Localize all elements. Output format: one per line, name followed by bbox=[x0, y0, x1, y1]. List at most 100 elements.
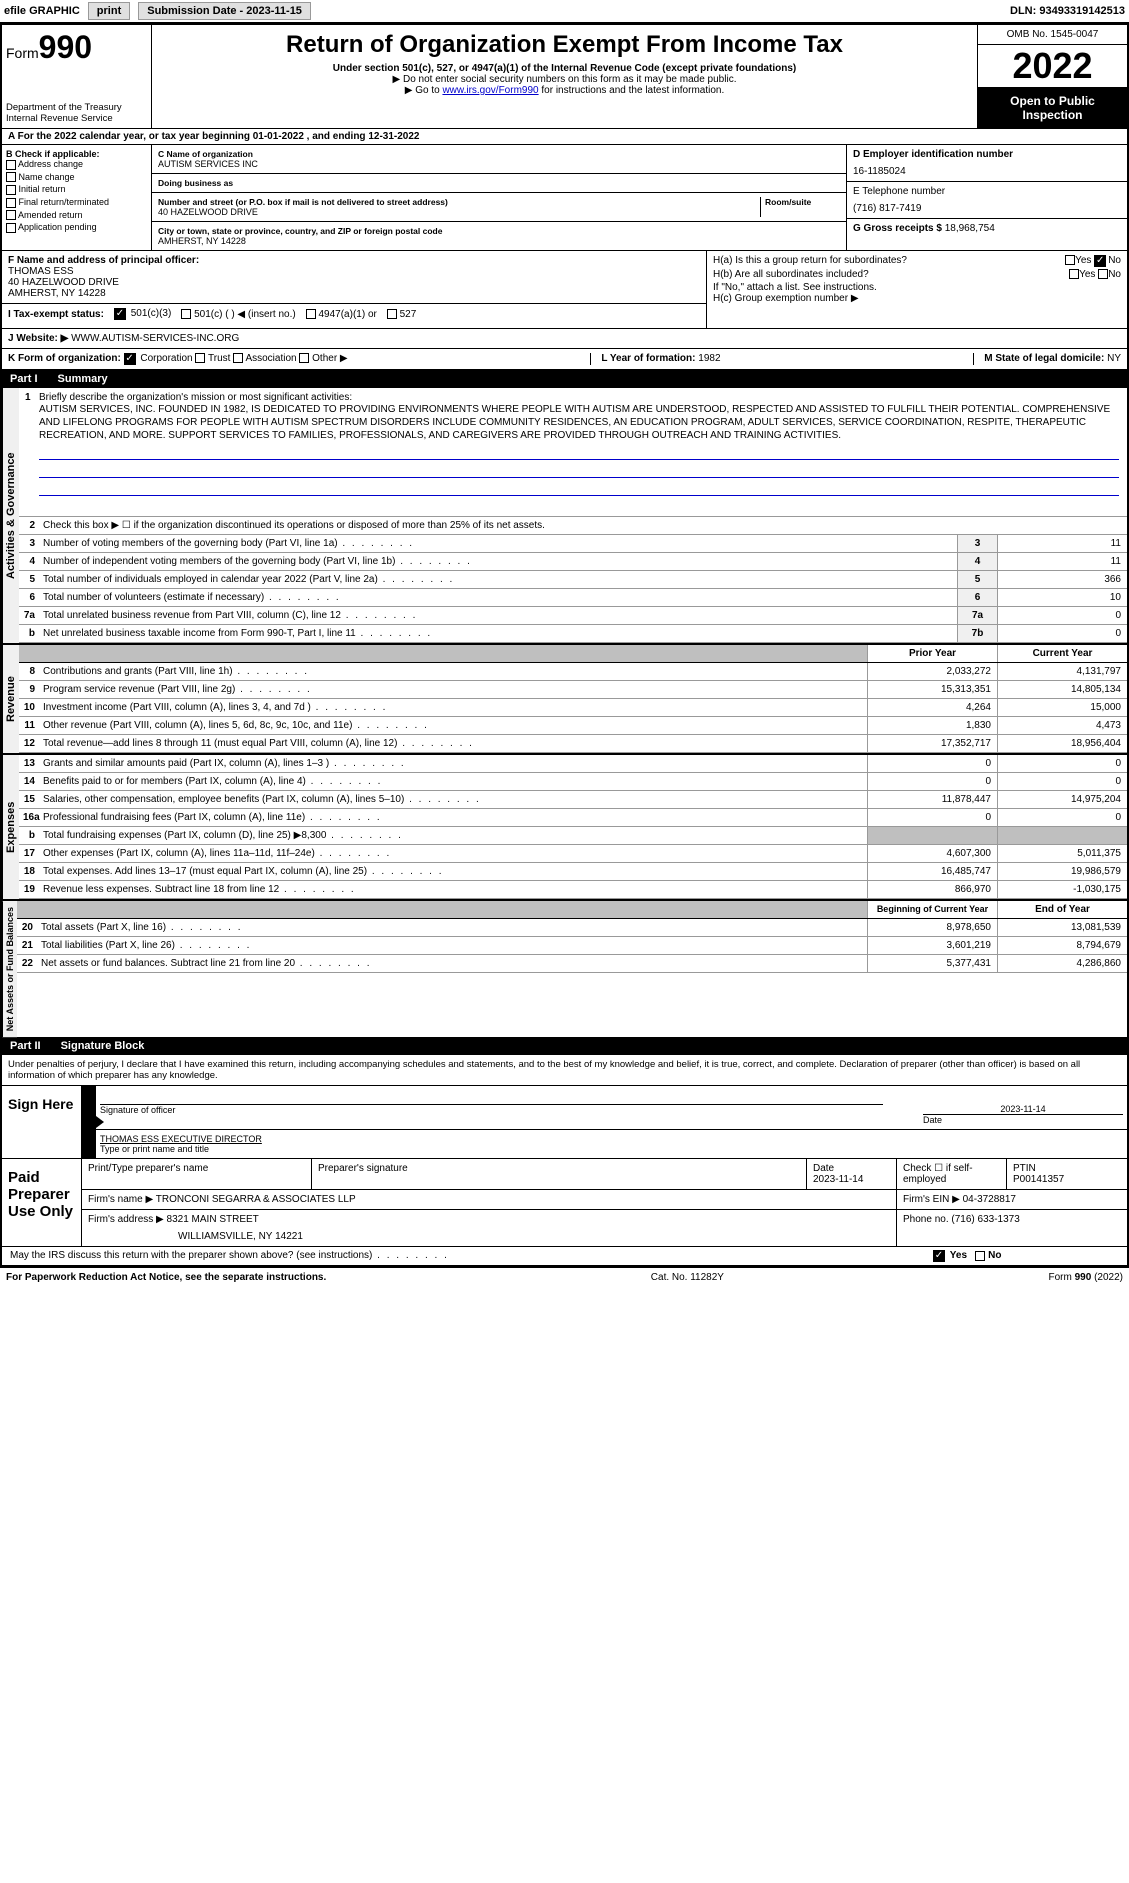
row-j-website: J Website: ▶ WWW.AUTISM-SERVICES-INC.ORG bbox=[2, 329, 1127, 349]
line-value: 0 bbox=[997, 607, 1127, 624]
prep-sig-label: Preparer's signature bbox=[312, 1159, 807, 1189]
org-name-cell: C Name of organization AUTISM SERVICES I… bbox=[152, 145, 846, 174]
mission-block: 1 Briefly describe the organization's mi… bbox=[19, 388, 1127, 517]
line-desc: Investment income (Part VIII, column (A)… bbox=[39, 699, 867, 716]
hb-label: H(b) Are all subordinates included? bbox=[713, 269, 869, 280]
current-value: 15,000 bbox=[997, 699, 1127, 716]
cb-527[interactable]: 527 bbox=[387, 309, 416, 320]
dba-label: Doing business as bbox=[158, 178, 840, 188]
mission-underline bbox=[39, 446, 1119, 460]
line-desc: Total number of individuals employed in … bbox=[39, 571, 957, 588]
current-value: 5,011,375 bbox=[997, 845, 1127, 862]
expense-line: 16aProfessional fundraising fees (Part I… bbox=[19, 809, 1127, 827]
prep-name-label: Print/Type preparer's name bbox=[82, 1159, 312, 1189]
prep-date-label: Date bbox=[813, 1163, 890, 1174]
current-value bbox=[997, 827, 1127, 844]
submission-date-button[interactable]: Submission Date - 2023-11-15 bbox=[138, 2, 311, 20]
part2-header: Part II Signature Block bbox=[2, 1037, 1127, 1055]
revenue-line: 12Total revenue—add lines 8 through 11 (… bbox=[19, 735, 1127, 753]
cb-final-return[interactable]: Final return/terminated bbox=[6, 197, 147, 208]
cb-address-change[interactable]: Address change bbox=[6, 159, 147, 170]
prior-value: 4,264 bbox=[867, 699, 997, 716]
prior-value: 4,607,300 bbox=[867, 845, 997, 862]
penalties-text: Under penalties of perjury, I declare th… bbox=[2, 1055, 1127, 1086]
irs-link[interactable]: www.irs.gov/Form990 bbox=[442, 85, 538, 96]
current-value: 14,975,204 bbox=[997, 791, 1127, 808]
form-container: Form990 Department of the Treasury Inter… bbox=[0, 23, 1129, 1267]
discuss-label: May the IRS discuss this return with the… bbox=[2, 1247, 927, 1265]
omb-number: OMB No. 1545-0047 bbox=[978, 25, 1127, 45]
print-button[interactable]: print bbox=[88, 2, 130, 20]
form-org-label: K Form of organization: bbox=[8, 353, 121, 364]
firm-name-label: Firm's name ▶ bbox=[88, 1194, 153, 1205]
form-title: Return of Organization Exempt From Incom… bbox=[158, 31, 971, 59]
city-cell: City or town, state or province, country… bbox=[152, 222, 846, 250]
ssn-note: ▶ Do not enter social security numbers o… bbox=[158, 74, 971, 85]
org-name: AUTISM SERVICES INC bbox=[158, 159, 840, 169]
cb-amended-return[interactable]: Amended return bbox=[6, 210, 147, 221]
row-k-form-org: K Form of organization: ✓ Corporation Tr… bbox=[2, 349, 1127, 370]
firm-ein-label: Firm's EIN ▶ bbox=[903, 1194, 960, 1205]
discuss-yes-check[interactable]: ✓ bbox=[933, 1250, 945, 1262]
line-2-desc: Check this box ▶ ☐ if the organization d… bbox=[39, 517, 1127, 534]
gross-label: G Gross receipts $ bbox=[853, 223, 942, 234]
col-b-title: B Check if applicable: bbox=[6, 149, 147, 159]
discuss-no-check[interactable] bbox=[975, 1251, 985, 1261]
prior-value: 0 bbox=[867, 755, 997, 772]
cb-501c3[interactable]: ✓ 501(c)(3) bbox=[114, 308, 171, 320]
gov-line: 3Number of voting members of the governi… bbox=[19, 535, 1127, 553]
form-subtitle: Under section 501(c), 527, or 4947(a)(1)… bbox=[158, 63, 971, 74]
current-value: 0 bbox=[997, 773, 1127, 790]
cb-501c[interactable]: 501(c) ( ) ◀ (insert no.) bbox=[181, 309, 295, 320]
city-value: AMHERST, NY 14228 bbox=[158, 236, 840, 246]
balance-line: 21Total liabilities (Part X, line 26)3,6… bbox=[17, 937, 1127, 955]
form-footer: Form 990 (2022) bbox=[1049, 1272, 1124, 1283]
city-label: City or town, state or province, country… bbox=[158, 226, 840, 236]
cb-trust[interactable]: Trust bbox=[195, 353, 230, 364]
current-value: 19,986,579 bbox=[997, 863, 1127, 880]
paid-preparer-section: Paid Preparer Use Only Print/Type prepar… bbox=[2, 1159, 1127, 1247]
cb-4947[interactable]: 4947(a)(1) or bbox=[306, 309, 377, 320]
ptin-label: PTIN bbox=[1013, 1163, 1121, 1174]
line-num: 12 bbox=[19, 735, 39, 752]
cb-application-pending[interactable]: Application pending bbox=[6, 222, 147, 233]
cb-association[interactable]: Association bbox=[233, 353, 296, 364]
cb-name-change[interactable]: Name change bbox=[6, 172, 147, 183]
col-b-checkboxes: B Check if applicable: Address change Na… bbox=[2, 145, 152, 250]
street-label: Number and street (or P.O. box if mail i… bbox=[158, 197, 760, 207]
sign-here-label: Sign Here bbox=[2, 1086, 82, 1158]
sign-arrow-icon bbox=[82, 1086, 96, 1158]
gross-cell: G Gross receipts $ 18,968,754 bbox=[847, 219, 1127, 238]
expense-line: 19Revenue less expenses. Subtract line 1… bbox=[19, 881, 1127, 899]
revenue-section: Revenue Prior Year Current Year 8Contrib… bbox=[2, 645, 1127, 755]
check-self-employed[interactable]: Check ☐ if self-employed bbox=[897, 1159, 1007, 1189]
expenses-content: 13Grants and similar amounts paid (Part … bbox=[19, 755, 1127, 899]
expense-line: 15Salaries, other compensation, employee… bbox=[19, 791, 1127, 809]
cb-corporation[interactable]: ✓ Corporation bbox=[124, 353, 193, 364]
cb-initial-return[interactable]: Initial return bbox=[6, 184, 147, 195]
line-num: 4 bbox=[19, 553, 39, 570]
end-year-header: End of Year bbox=[997, 901, 1127, 918]
line-desc: Total expenses. Add lines 13–17 (must eq… bbox=[39, 863, 867, 880]
ha-answer: Yes ✓No bbox=[1065, 255, 1121, 267]
line-num: 14 bbox=[19, 773, 39, 790]
beginning-year-header: Beginning of Current Year bbox=[867, 901, 997, 918]
revenue-line: 8Contributions and grants (Part VIII, li… bbox=[19, 663, 1127, 681]
hb-answer: Yes No bbox=[1069, 269, 1121, 280]
firm-name-cell: Firm's name ▶ TRONCONI SEGARRA & ASSOCIA… bbox=[82, 1190, 897, 1209]
hb-note: If "No," attach a list. See instructions… bbox=[713, 282, 1121, 293]
firm-addr-cell: Firm's address ▶ 8321 MAIN STREET WILLIA… bbox=[82, 1210, 897, 1246]
prior-value: 0 bbox=[867, 773, 997, 790]
prior-value: 0 bbox=[867, 809, 997, 826]
cb-other[interactable]: Other ▶ bbox=[299, 353, 347, 364]
mission-text: AUTISM SERVICES, INC. FOUNDED IN 1982, I… bbox=[39, 404, 1110, 441]
line-value: 11 bbox=[997, 535, 1127, 552]
line-num: 17 bbox=[19, 845, 39, 862]
netassets-section: Net Assets or Fund Balances Beginning of… bbox=[2, 901, 1127, 1037]
current-year-header: Current Year bbox=[997, 645, 1127, 662]
line-desc: Total revenue—add lines 8 through 11 (mu… bbox=[39, 735, 867, 752]
line-desc: Number of voting members of the governin… bbox=[39, 535, 957, 552]
sig-officer-row: Signature of officer 2023-11-14 Date bbox=[96, 1086, 1127, 1130]
room-label: Room/suite bbox=[765, 197, 840, 207]
line-num: 13 bbox=[19, 755, 39, 772]
